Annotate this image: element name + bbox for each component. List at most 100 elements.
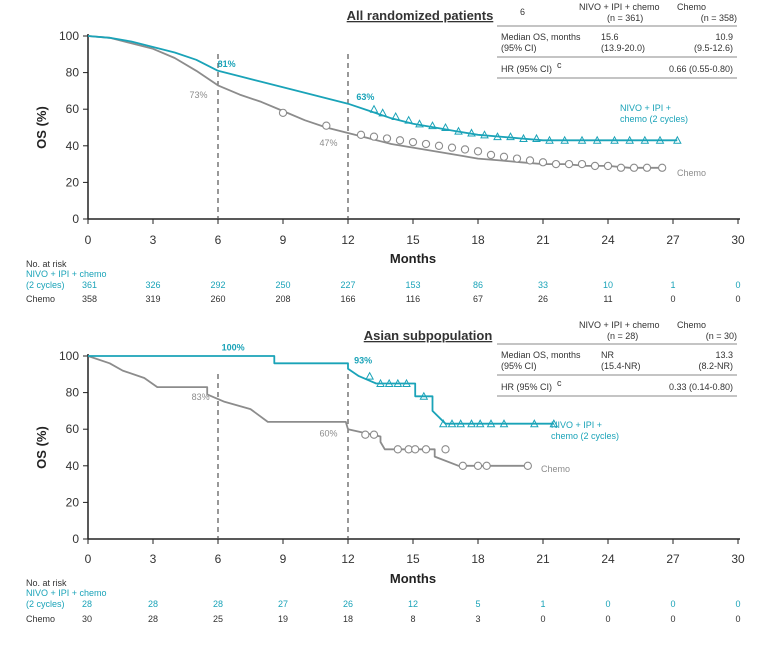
censor-mark-nivo [506, 132, 515, 141]
censor-mark-chemo [411, 445, 420, 454]
series-line-chemo [87, 35, 663, 169]
risk-value-nivo: 250 [275, 280, 290, 290]
series-line-nivo [88, 355, 554, 425]
x-tick-label: 18 [471, 552, 485, 566]
risk-value-nivo: 0 [735, 280, 740, 290]
percent-annotation: 93% [354, 355, 372, 365]
x-tick-label: 24 [601, 233, 615, 247]
censor-mark-chemo [421, 139, 431, 149]
y-tick-label: 40 [66, 459, 80, 473]
censor-mark-chemo [369, 430, 379, 439]
series-label-nivo-line1: NIVO + IPI + [620, 103, 671, 113]
risk-value-nivo: 27 [278, 599, 288, 609]
risk-value-nivo: 361 [82, 280, 97, 290]
x-tick-label: 30 [731, 233, 745, 247]
risk-value-chemo: 0 [735, 294, 740, 304]
censor-mark-chemo [512, 154, 522, 163]
stats-ci-nivo: (15.4-NR) [601, 361, 641, 371]
y-axis-label: OS (%) [34, 106, 49, 149]
risk-label-chemo: Chemo [26, 294, 55, 304]
censor-mark-nivo [384, 378, 394, 387]
x-tick-label: 9 [280, 552, 287, 566]
censor-mark-chemo [590, 161, 600, 171]
censor-mark-chemo [395, 136, 405, 145]
risk-value-chemo: 116 [406, 294, 420, 304]
censor-mark-chemo [434, 141, 444, 150]
y-tick-label: 20 [66, 495, 80, 509]
y-tick-label: 0 [72, 532, 79, 546]
risk-label-nivo-line1: NIVO + IPI + chemo [26, 588, 107, 598]
series-label-chemo: Chemo [677, 168, 706, 178]
risk-value-chemo: 0 [670, 614, 675, 624]
risk-value-nivo: 28 [148, 599, 158, 609]
censor-mark-chemo [278, 108, 288, 118]
censor-mark-chemo [577, 159, 587, 169]
y-tick-label: 40 [66, 139, 80, 153]
risk-value-nivo: 26 [343, 599, 353, 609]
censor-mark-nivo [532, 133, 541, 142]
censor-mark-nivo [456, 419, 466, 428]
stats-header-chemo: Chemo [677, 2, 706, 12]
censor-mark-chemo [441, 445, 450, 454]
risk-label-nivo-line1: NIVO + IPI + chemo [26, 269, 107, 279]
risk-value-chemo: 8 [410, 614, 415, 624]
stats-n-nivo: (n = 28) [607, 331, 638, 341]
risk-value-nivo: 1 [670, 280, 675, 290]
censor-mark-chemo [473, 461, 483, 470]
risk-value-chemo: 11 [603, 294, 612, 304]
censor-mark-chemo [361, 430, 370, 439]
y-tick-label: 60 [66, 422, 80, 436]
censor-mark-nivo [486, 419, 496, 428]
censor-mark-chemo [421, 445, 431, 454]
stats-header-nivo: NIVO + IPI + chemo [579, 320, 660, 330]
x-tick-label: 12 [341, 233, 355, 247]
x-tick-label: 21 [536, 233, 550, 247]
series-label-nivo-line2: chemo (2 cycles) [551, 431, 619, 441]
censor-mark-chemo [460, 145, 470, 154]
stats-n-chemo: (n = 30) [706, 331, 737, 341]
risk-label-nivo-line2: (2 cycles) [26, 599, 65, 609]
censor-mark-chemo [551, 159, 561, 169]
chart-title: All randomized patients [347, 8, 494, 23]
x-tick-label: 18 [471, 233, 485, 247]
stats-hr-footnote: c [557, 60, 562, 70]
risk-value-chemo: 319 [145, 294, 160, 304]
stats-median-chemo: 13.3 [715, 350, 733, 360]
stats-table: NIVO + IPI + chemo Chemo (n = 28) (n = 30) M… [497, 320, 737, 397]
x-tick-label: 15 [406, 552, 420, 566]
censor-mark-nivo [441, 122, 450, 131]
series-label-chemo: Chemo [541, 464, 570, 474]
x-tick-label: 21 [536, 552, 550, 566]
censor-mark-nivo [592, 135, 602, 144]
y-tick-label: 0 [72, 212, 79, 226]
stats-median-chemo: 10.9 [715, 32, 733, 42]
censor-mark-nivo [519, 133, 528, 142]
stats-hr-value: 0.66 (0.55-0.80) [669, 64, 733, 74]
censor-mark-chemo [458, 461, 467, 470]
risk-value-chemo: 0 [605, 614, 610, 624]
x-tick-label: 0 [85, 233, 92, 247]
risk-value-nivo: 10 [603, 280, 613, 290]
x-tick-label: 24 [601, 552, 615, 566]
x-tick-label: 30 [731, 552, 745, 566]
censor-mark-nivo [560, 135, 570, 144]
risk-value-nivo: 5 [475, 599, 480, 609]
risk-value-chemo: 0 [670, 294, 675, 304]
risk-value-nivo: 86 [473, 280, 483, 290]
stats-header-chemo: Chemo [677, 320, 706, 330]
x-tick-label: 6 [215, 233, 222, 247]
percent-annotation: 81% [218, 59, 236, 69]
censor-mark-chemo [538, 158, 548, 167]
percent-annotation: 100% [222, 343, 245, 353]
risk-value-chemo: 18 [343, 614, 353, 624]
risk-value-nivo: 28 [213, 599, 223, 609]
risk-value-chemo: 0 [735, 614, 740, 624]
censor-mark-nivo [625, 135, 635, 144]
censor-mark-nivo [376, 378, 385, 387]
censor-mark-nivo [378, 108, 388, 117]
stats-median-label: Median OS, months [501, 32, 581, 42]
risk-value-chemo: 28 [148, 614, 158, 624]
